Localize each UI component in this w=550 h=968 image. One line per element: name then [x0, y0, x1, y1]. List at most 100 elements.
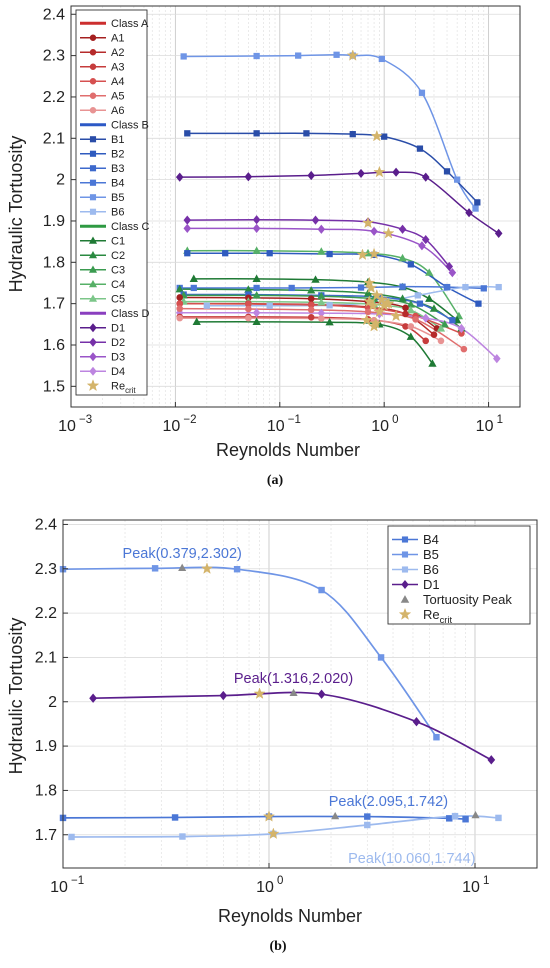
data-point [184, 130, 191, 137]
re-crit-marker [253, 687, 266, 699]
data-point [333, 51, 340, 58]
data-point [487, 755, 496, 765]
legend-label: A3 [111, 62, 124, 74]
panel-caption: (b) [269, 939, 286, 954]
data-point [349, 131, 356, 138]
plot-frame [70, 5, 521, 408]
peak-annotation: Peak(2.095,1.742) [329, 794, 448, 810]
data-point [472, 205, 479, 212]
data-point [421, 172, 430, 182]
axis-ticks: 1.71.81.922.12.22.32.410 −1 10 0 10 1 [35, 516, 490, 896]
x-tick-label: 10 [256, 879, 274, 896]
data-point [317, 247, 326, 255]
legend-marker [89, 179, 97, 186]
legend-label: D2 [111, 337, 125, 349]
re-crit-marker [382, 226, 395, 239]
data-point [406, 305, 415, 314]
y-tick-label: 1.8 [35, 782, 57, 799]
tortuosity-peak-marker [289, 688, 298, 696]
data-point [364, 813, 371, 820]
data-point [307, 286, 316, 294]
data-point [253, 130, 260, 137]
data-point [363, 288, 373, 297]
legend-marker [88, 265, 98, 273]
y-tick-label: 2.3 [43, 48, 65, 65]
y-tick-label: 2.1 [35, 649, 57, 666]
data-point [377, 654, 385, 661]
y-tick-label: 2.1 [43, 130, 65, 147]
re-crit-marker [346, 49, 359, 61]
y-tick-label: 2.4 [43, 6, 65, 23]
legend-label: B3 [111, 163, 124, 175]
tortuosity-peak-marker [178, 563, 187, 571]
data-point [416, 300, 424, 307]
x-tick-exponent: −2 [183, 414, 196, 426]
legend-marker [88, 280, 98, 288]
data-point [307, 313, 315, 321]
data-point [494, 228, 503, 238]
data-point [457, 323, 466, 334]
data-point [462, 283, 469, 291]
data-point [412, 717, 421, 727]
data-point [428, 359, 437, 367]
data-point [430, 331, 438, 338]
legend-marker [89, 165, 97, 172]
legend-label: C2 [111, 250, 125, 262]
x-tick-exponent: 0 [277, 875, 283, 887]
legend-marker [401, 551, 409, 558]
peak-annotations: Peak(0.379,2.302) Peak(1.316,2.020) Peak(2… [123, 546, 476, 867]
legend-marker [398, 607, 412, 620]
legend-label: B6 [111, 207, 124, 219]
data-point [317, 689, 326, 699]
data-point [184, 250, 191, 257]
legend-marker [89, 34, 97, 41]
data-point [433, 734, 440, 741]
x-tick-label: 10 [162, 418, 180, 435]
y-axis-label: Hydraulic Tortuosity [6, 136, 26, 293]
data-point [252, 223, 261, 233]
y-tick-label: 1.7 [35, 827, 57, 844]
data-point [245, 305, 252, 313]
y-tick-label: 1.8 [43, 254, 65, 271]
data-point [399, 283, 406, 290]
legend-label: B4 [423, 532, 439, 547]
data-point [253, 52, 260, 60]
data-point [378, 55, 385, 63]
re-crit-marker [363, 276, 376, 289]
legend-label: A5 [111, 91, 124, 103]
y-tick-label: 2 [48, 694, 57, 711]
data-point [398, 294, 407, 302]
data-point [252, 215, 261, 225]
re-crit-marker [373, 305, 386, 318]
legend-label: D3 [111, 352, 125, 364]
re-crit-marker [367, 247, 381, 260]
data-point [192, 317, 201, 325]
y-tick-label: 2.2 [43, 89, 65, 106]
re-crit-marker [360, 313, 373, 326]
legend: Class A A1 A2 A3 A4 A5 A6 Class B B1 B2 B3 B4 B5 B6 Cl… [75, 9, 150, 396]
legend-marker [88, 236, 98, 244]
data-point [311, 275, 320, 283]
legend-label: B1 [111, 134, 124, 146]
legend-marker [401, 566, 409, 573]
re-crit-marker [361, 216, 375, 229]
data-point [303, 130, 310, 137]
data-point [253, 284, 260, 292]
legend-label: Tortuosity Peak [423, 592, 512, 607]
re-crit-marker [378, 299, 391, 311]
x-tick-exponent: 1 [497, 414, 503, 426]
data-point [429, 304, 439, 312]
x-tick-exponent: −1 [288, 414, 301, 426]
legend-label: C1 [111, 236, 125, 248]
re-crit-marker [373, 165, 386, 178]
legend-marker [89, 208, 97, 215]
data-point [252, 291, 261, 299]
data-point [233, 565, 241, 573]
data-point [317, 298, 326, 306]
legend-label: C4 [111, 279, 125, 291]
data-point [406, 332, 415, 340]
legend-label: A6 [111, 105, 124, 117]
data-point [407, 261, 414, 268]
data-point [421, 313, 430, 323]
